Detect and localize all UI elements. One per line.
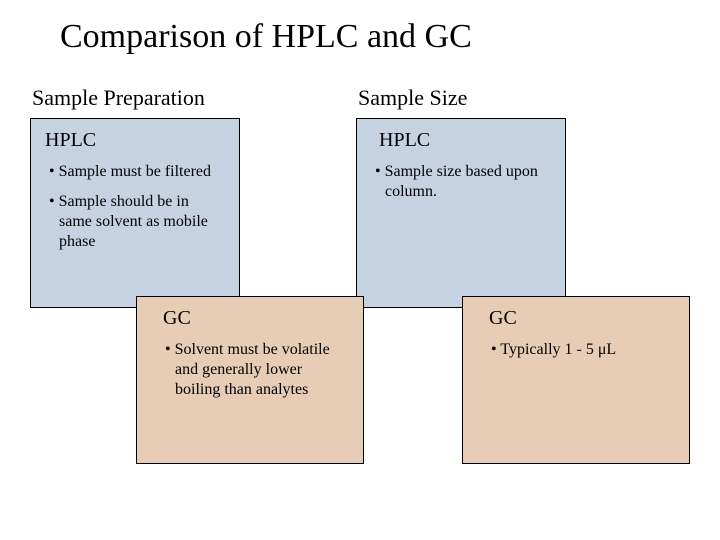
gc-right-bullet-1: Typically 1 - 5 μL <box>487 340 675 360</box>
hplc-box-sample-size: HPLC Sample size based upon column. <box>356 118 566 308</box>
hplc-right-bullet-1: Sample size based upon column. <box>371 162 551 202</box>
gc-box-sample-size: GC Typically 1 - 5 μL <box>462 296 690 464</box>
hplc-label-right: HPLC <box>379 129 551 152</box>
hplc-left-bullet-1: Sample must be filtered <box>45 162 225 182</box>
heading-sample-preparation: Sample Preparation <box>32 85 205 111</box>
hplc-box-sample-preparation: HPLC Sample must be filtered Sample shou… <box>30 118 240 308</box>
gc-box-sample-preparation: GC Solvent must be volatile and generall… <box>136 296 364 464</box>
page-title: Comparison of HPLC and GC <box>60 18 472 56</box>
gc-label-right: GC <box>489 307 675 330</box>
gc-left-bullet-1: Solvent must be volatile and generally l… <box>161 340 349 400</box>
hplc-label-left: HPLC <box>45 129 225 152</box>
hplc-left-bullet-2: Sample should be in same solvent as mobi… <box>45 192 225 252</box>
heading-sample-size: Sample Size <box>358 85 467 111</box>
gc-label-left: GC <box>163 307 349 330</box>
